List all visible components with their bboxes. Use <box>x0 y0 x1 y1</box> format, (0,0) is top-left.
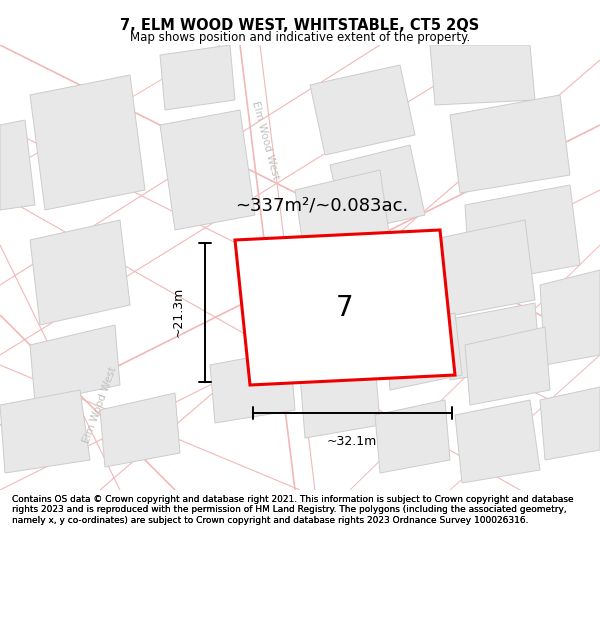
Text: Elm Wood West: Elm Wood West <box>250 100 280 180</box>
Text: Contains OS data © Crown copyright and database right 2021. This information is : Contains OS data © Crown copyright and d… <box>12 495 574 525</box>
Polygon shape <box>375 400 450 473</box>
Polygon shape <box>445 303 540 380</box>
Polygon shape <box>310 65 415 155</box>
Polygon shape <box>0 390 90 473</box>
Polygon shape <box>160 45 235 110</box>
Polygon shape <box>30 75 145 210</box>
Polygon shape <box>465 327 550 405</box>
Polygon shape <box>540 270 600 365</box>
Text: 7: 7 <box>336 294 354 321</box>
Text: Contains OS data © Crown copyright and database right 2021. This information is : Contains OS data © Crown copyright and d… <box>12 495 574 525</box>
Polygon shape <box>210 350 295 423</box>
Polygon shape <box>450 95 570 193</box>
Text: ~32.1m: ~32.1m <box>327 435 377 448</box>
Polygon shape <box>235 230 455 385</box>
Polygon shape <box>330 145 425 233</box>
Polygon shape <box>0 120 35 210</box>
Polygon shape <box>540 387 600 460</box>
Polygon shape <box>160 110 255 230</box>
Polygon shape <box>385 313 462 390</box>
Polygon shape <box>295 170 390 260</box>
Text: 7, ELM WOOD WEST, WHITSTABLE, CT5 2QS: 7, ELM WOOD WEST, WHITSTABLE, CT5 2QS <box>121 18 479 32</box>
Polygon shape <box>300 360 380 438</box>
Polygon shape <box>465 185 580 285</box>
Polygon shape <box>430 220 535 317</box>
Polygon shape <box>30 220 130 325</box>
Text: ~21.3m: ~21.3m <box>172 287 185 337</box>
Text: Elm Wood West: Elm Wood West <box>82 366 119 444</box>
Text: Map shows position and indicative extent of the property.: Map shows position and indicative extent… <box>130 31 470 44</box>
Polygon shape <box>30 325 120 403</box>
Text: ~337m²/~0.083ac.: ~337m²/~0.083ac. <box>235 196 408 214</box>
Polygon shape <box>430 45 535 105</box>
Polygon shape <box>100 393 180 467</box>
Polygon shape <box>455 400 540 483</box>
